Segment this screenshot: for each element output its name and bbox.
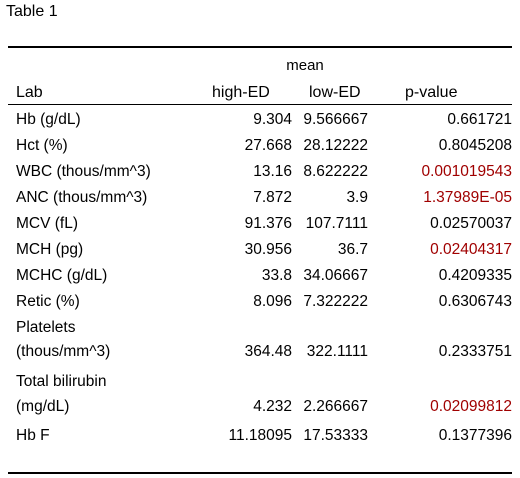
p-value: 0.661721 [447, 111, 512, 128]
p-value: 0.1377396 [438, 427, 512, 444]
row-label: ANC (thous/mm^3) [16, 189, 148, 206]
low-ed-value: 28.12222 [303, 137, 368, 154]
column-header-high-ed: high-ED [212, 84, 270, 101]
low-ed-value: 36.7 [337, 241, 368, 258]
header-rule [8, 104, 512, 105]
low-ed-value: 7.322222 [303, 293, 368, 310]
mean-group-header: mean [286, 57, 324, 74]
row-label: Hb F [16, 427, 50, 444]
high-ed-value: 8.096 [253, 293, 292, 310]
row-label: MCH (pg) [16, 241, 84, 258]
row-label-line2: (mg/dL) [16, 398, 70, 415]
p-value: 0.8045208 [438, 137, 512, 154]
p-value: 0.4209335 [438, 267, 512, 284]
row-label: MCV (fL) [16, 215, 78, 232]
column-header-p-value: p-value [405, 84, 458, 101]
low-ed-value: 3.9 [346, 189, 368, 206]
row-label: MCHC (g/dL) [16, 267, 108, 284]
p-value-significant: 1.37989E-05 [423, 189, 512, 206]
row-label: Retic (%) [16, 293, 80, 310]
high-ed-value: 9.304 [253, 111, 292, 128]
high-ed-value: 91.376 [244, 215, 292, 232]
p-value-significant: 0.02099812 [430, 398, 512, 415]
low-ed-value: 17.53333 [303, 427, 368, 444]
row-label-line1: Platelets [16, 319, 76, 336]
high-ed-value: 27.668 [244, 137, 292, 154]
top-rule [8, 46, 512, 48]
high-ed-value: 7.872 [253, 189, 292, 206]
column-header-low-ed: low-ED [309, 84, 361, 101]
row-label-line1: Total bilirubin [16, 373, 107, 390]
row-label: WBC (thous/mm^3) [16, 163, 151, 180]
low-ed-value: 322.1111 [306, 343, 368, 360]
high-ed-value: 33.8 [261, 267, 292, 284]
high-ed-value: 30.956 [244, 241, 292, 258]
bottom-rule [8, 472, 512, 474]
p-value-significant: 0.001019543 [421, 163, 512, 180]
high-ed-value: 13.16 [253, 163, 292, 180]
low-ed-value: 107.7111 [305, 215, 368, 232]
column-header-lab: Lab [16, 84, 43, 101]
low-ed-value: 34.06667 [303, 267, 368, 284]
row-label: Hct (%) [16, 137, 68, 154]
high-ed-value: 364.48 [244, 343, 292, 360]
p-value: 0.02570037 [430, 215, 512, 232]
p-value: 0.6306743 [438, 293, 512, 310]
p-value-significant: 0.02404317 [430, 241, 512, 258]
low-ed-value: 2.266667 [303, 398, 368, 415]
row-label: Hb (g/dL) [16, 111, 81, 128]
low-ed-value: 9.566667 [303, 111, 368, 128]
table-caption: Table 1 [6, 3, 58, 20]
high-ed-value: 4.232 [253, 398, 292, 415]
row-label-line2: (thous/mm^3) [16, 343, 111, 360]
p-value: 0.2333751 [438, 343, 512, 360]
high-ed-value: 11.18095 [228, 427, 293, 444]
low-ed-value: 8.622222 [303, 163, 368, 180]
